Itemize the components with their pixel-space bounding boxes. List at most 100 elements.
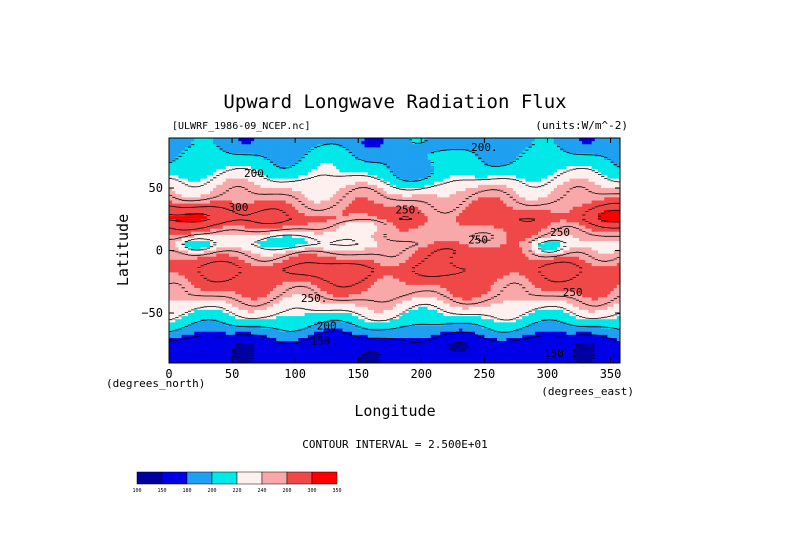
- heatmap-cell: [184, 200, 189, 205]
- heatmap-cell: [522, 213, 526, 217]
- heatmap-cell: [314, 194, 318, 198]
- heatmap-cell: [610, 228, 615, 233]
- heatmap-cell: [534, 197, 539, 201]
- heatmap-cell: [531, 191, 536, 195]
- heatmap-cell: [534, 150, 539, 155]
- heatmap-cell: [547, 172, 552, 176]
- heatmap-cell: [569, 206, 574, 211]
- heatmap-cell: [269, 238, 274, 242]
- heatmap-cell: [263, 206, 268, 211]
- heatmap-cell: [329, 206, 334, 211]
- heatmap-cell: [276, 169, 280, 173]
- heatmap-cell: [415, 216, 419, 220]
- heatmap-cell: [317, 141, 321, 145]
- heatmap-cell: [468, 150, 473, 155]
- heatmap-cell: [468, 197, 473, 201]
- heatmap-cell: [418, 238, 422, 242]
- heatmap-cell: [478, 191, 482, 195]
- heatmap-cell: [553, 216, 558, 220]
- heatmap-cell: [213, 147, 217, 151]
- heatmap-cell: [588, 197, 593, 201]
- heatmap-cell: [465, 238, 470, 242]
- heatmap-cell: [506, 234, 511, 239]
- heatmap-cell: [169, 228, 173, 233]
- heatmap-cell: [465, 181, 470, 186]
- heatmap-cell: [181, 197, 186, 201]
- heatmap-cell: [575, 191, 580, 195]
- heatmap-cell: [474, 178, 479, 183]
- heatmap-cell: [348, 209, 353, 214]
- heatmap-cell: [374, 144, 378, 148]
- heatmap-cell: [597, 194, 602, 198]
- heatmap-cell: [254, 169, 258, 173]
- heatmap-cell: [345, 238, 350, 242]
- heatmap-cell: [610, 200, 615, 205]
- heatmap-cell: [493, 206, 498, 211]
- heatmap-cell: [481, 209, 485, 214]
- heatmap-cell: [556, 219, 561, 223]
- heatmap-cell: [607, 228, 611, 233]
- heatmap-cell: [197, 225, 201, 230]
- heatmap-cell: [257, 147, 261, 151]
- heatmap-cell: [440, 234, 444, 239]
- heatmap-cell: [487, 150, 492, 155]
- heatmap-cell: [307, 166, 312, 170]
- heatmap-cell: [370, 191, 375, 195]
- heatmap-cell: [317, 197, 321, 201]
- heatmap-cell: [449, 197, 454, 201]
- heatmap-cell: [534, 209, 539, 214]
- heatmap-cell: [522, 197, 526, 201]
- heatmap-cell: [389, 219, 394, 223]
- heatmap-cell: [269, 222, 274, 226]
- heatmap-cell: [538, 231, 542, 236]
- heatmap-cell: [541, 144, 545, 148]
- heatmap-cell: [377, 172, 381, 176]
- heatmap-cell: [411, 234, 416, 239]
- heatmap-cell: [528, 175, 533, 180]
- heatmap-cell: [519, 197, 523, 201]
- heatmap-cell: [437, 138, 441, 142]
- heatmap-cell: [607, 206, 611, 211]
- heatmap-cell: [484, 181, 488, 186]
- heatmap-cell: [257, 225, 261, 230]
- heatmap-cell: [405, 200, 410, 205]
- heatmap-cell: [178, 200, 183, 205]
- heatmap-cell: [585, 200, 589, 205]
- heatmap-cell: [301, 163, 306, 167]
- heatmap-cell: [251, 216, 255, 220]
- heatmap-cell: [519, 231, 523, 236]
- heatmap-cell: [370, 241, 375, 245]
- heatmap-cell: [500, 184, 504, 189]
- heatmap-cell: [257, 166, 261, 170]
- heatmap-cell: [497, 163, 501, 167]
- heatmap-cell: [572, 194, 577, 198]
- heatmap-cell: [474, 244, 479, 248]
- heatmap-cell: [200, 159, 205, 164]
- heatmap-cell: [547, 238, 552, 242]
- heatmap-cell: [203, 159, 208, 164]
- heatmap-cell: [433, 184, 438, 189]
- heatmap-cell: [591, 219, 596, 223]
- heatmap-cell: [440, 191, 444, 195]
- heatmap-cell: [310, 219, 315, 223]
- heatmap-cell: [288, 231, 293, 236]
- heatmap-cell: [339, 231, 343, 236]
- heatmap-cell: [326, 156, 331, 161]
- heatmap-cell: [497, 222, 501, 226]
- heatmap-cell: [456, 172, 460, 176]
- heatmap-cell: [459, 169, 463, 173]
- heatmap-cell: [449, 163, 454, 167]
- heatmap-cell: [244, 147, 249, 151]
- heatmap-cell: [506, 228, 511, 233]
- heatmap-cell: [228, 175, 233, 180]
- heatmap-cell: [358, 147, 362, 151]
- heatmap-cell: [254, 166, 258, 170]
- heatmap-cell: [351, 150, 356, 155]
- heatmap-cell: [203, 241, 208, 245]
- heatmap-cell: [588, 222, 593, 226]
- heatmap-cell: [358, 169, 362, 173]
- heatmap-cell: [459, 181, 463, 186]
- heatmap-cell: [452, 166, 457, 170]
- heatmap-cell: [572, 203, 577, 208]
- heatmap-cell: [411, 169, 416, 173]
